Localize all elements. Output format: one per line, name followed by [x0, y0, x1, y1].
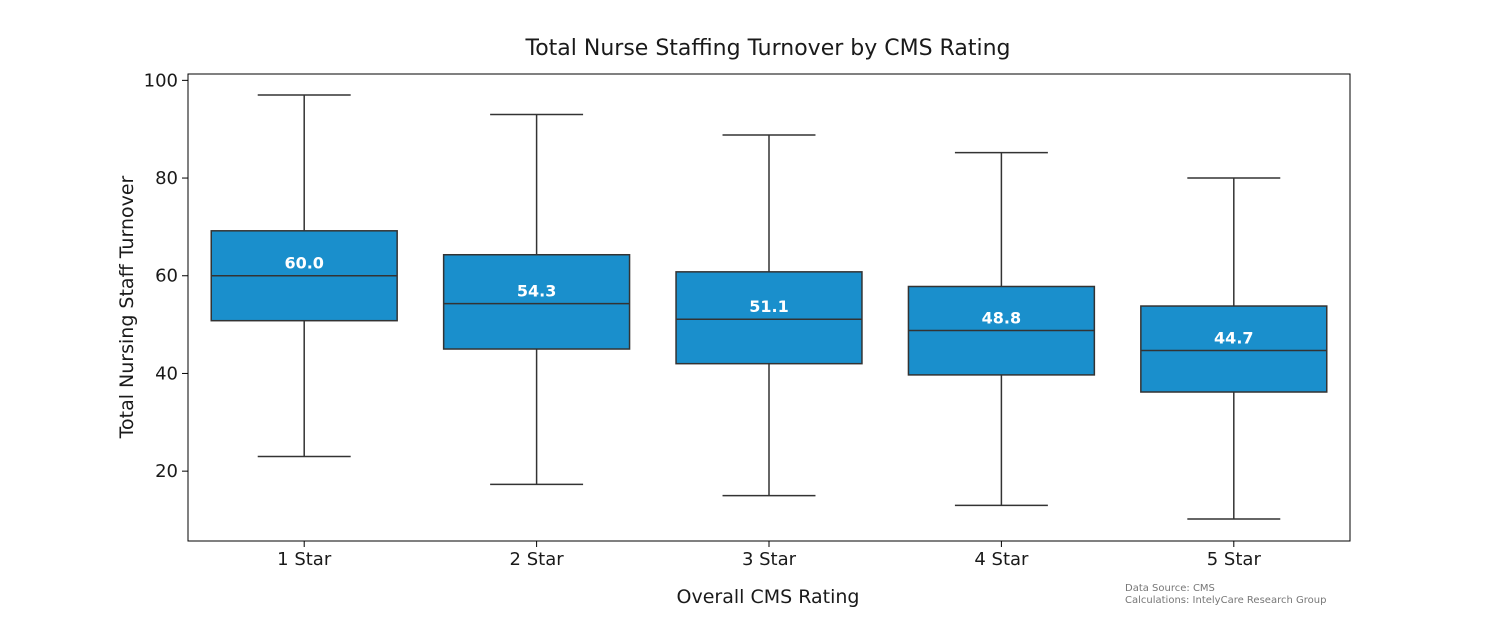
- y-tick-label: 100: [144, 70, 178, 91]
- x-tick-label: 1 Star: [277, 549, 332, 570]
- x-tick-label: 5 Star: [1207, 549, 1262, 570]
- x-tick-label: 2 Star: [510, 549, 565, 570]
- plot-area: 20 40 60 80 100 60.0 1 Star 54.3 2 Star 51.1 3 Sta…: [144, 70, 1351, 570]
- median-value-label: 48.8: [982, 308, 1021, 327]
- y-tick-label: 80: [155, 168, 178, 189]
- median-value-label: 51.1: [749, 297, 788, 316]
- y-axis-label: Total Nursing Staff Turnover: [116, 175, 138, 439]
- footnote-data-source: Data Source: CMS: [1125, 583, 1215, 594]
- median-value-label: 44.7: [1214, 328, 1253, 347]
- box-iqr: [675, 271, 863, 365]
- x-tick-label: 4 Star: [974, 549, 1029, 570]
- x-tick-label: 3 Star: [742, 549, 797, 570]
- median-value-label: 60.0: [284, 254, 323, 273]
- box-iqr: [1140, 305, 1328, 393]
- x-axis-label: Overall CMS Rating: [677, 586, 860, 608]
- y-tick-label: 20: [155, 461, 178, 482]
- box-iqr: [442, 253, 631, 350]
- y-tick-label: 40: [155, 363, 178, 384]
- chart-title: Total Nurse Staffing Turnover by CMS Rat…: [525, 36, 1011, 61]
- median-value-label: 54.3: [517, 282, 556, 301]
- y-tick-label: 60: [155, 266, 178, 287]
- footnote-calculations: Calculations: IntelyCare Research Group: [1125, 595, 1326, 606]
